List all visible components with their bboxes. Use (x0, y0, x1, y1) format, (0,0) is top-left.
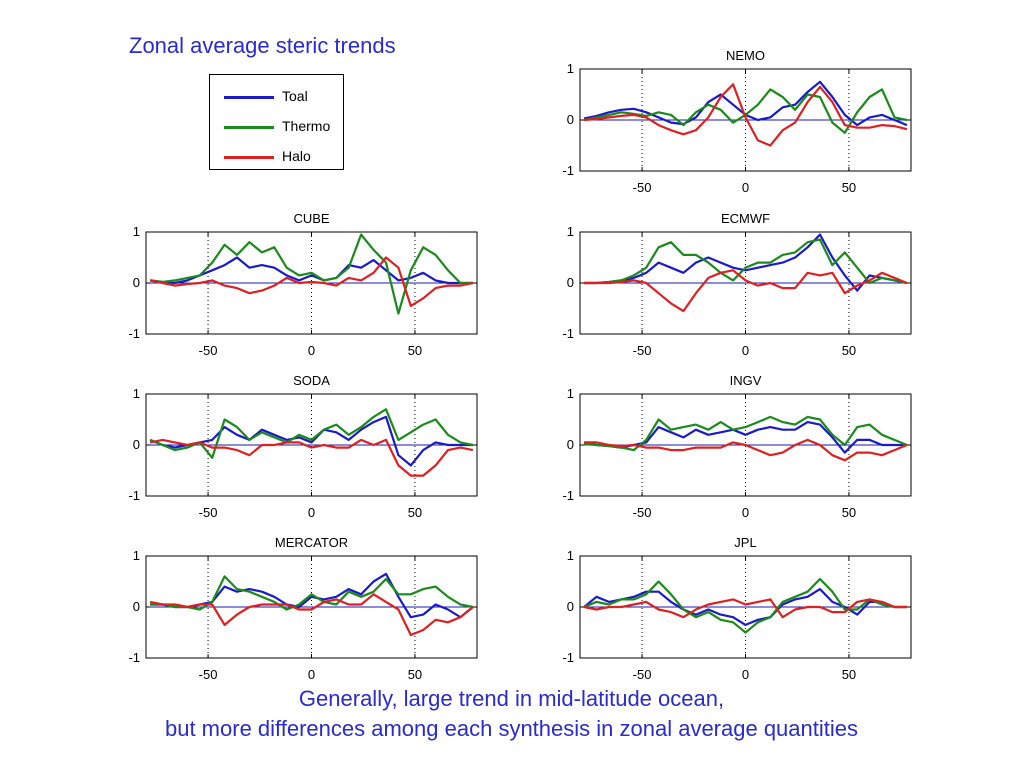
legend-label-halo: Halo (282, 148, 311, 164)
series-line-jpl-halo (583, 598, 907, 619)
y-tick-label-ingv-0: 0 (567, 437, 574, 452)
x-tick-label-mercator-0: 0 (308, 667, 315, 682)
y-tick-label-jpl-1: 1 (567, 548, 574, 563)
series-line-ecmwf-toal (584, 233, 908, 292)
x-tick-label-mercator-50: 50 (408, 667, 422, 682)
y-tick-label-cube--1: -1 (128, 326, 140, 341)
series-line-cube-halo (149, 256, 474, 307)
y-tick-label-jpl-0: 0 (567, 599, 574, 614)
chart-title-soda: SODA (293, 373, 330, 388)
slide-title: Zonal average steric trends (129, 33, 396, 58)
x-tick-label-ecmwf--50: -50 (633, 343, 652, 358)
chart-panel-cube: CUBE -50 0 50 -1 0 1 (128, 211, 478, 358)
x-tick-label-ingv-0: 0 (742, 505, 749, 520)
x-tick-label-jpl--50: -50 (633, 667, 652, 682)
chart-title-mercator: MERCATOR (275, 535, 348, 550)
y-tick-label-ingv-1: 1 (567, 386, 574, 401)
chart-title-ecmwf: ECMWF (721, 211, 770, 226)
series-line-soda-halo (149, 438, 474, 477)
x-tick-label-jpl-0: 0 (742, 667, 749, 682)
legend-swatch-toal (224, 96, 274, 99)
x-tick-label-nemo--50: -50 (633, 180, 652, 195)
x-tick-label-cube-50: 50 (408, 343, 422, 358)
y-tick-label-cube-1: 1 (133, 224, 140, 239)
x-tick-label-cube-0: 0 (308, 343, 315, 358)
x-tick-label-cube--50: -50 (199, 343, 218, 358)
x-tick-label-nemo-50: 50 (842, 180, 856, 195)
series-line-soda-thermo (149, 408, 474, 459)
series-line-cube-toal (149, 256, 473, 285)
slide-caption: Generally, large trend in mid-latitude o… (0, 684, 1023, 744)
legend-entry-thermo: Thermo (224, 117, 344, 137)
x-tick-label-soda--50: -50 (199, 505, 218, 520)
series-line-jpl-thermo (583, 577, 907, 634)
y-tick-label-cube-0: 0 (133, 275, 140, 290)
series-line-jpl-toal (583, 587, 907, 627)
x-tick-label-soda-0: 0 (308, 505, 315, 520)
x-tick-label-soda-50: 50 (408, 505, 422, 520)
legend-label-toal: Toal (282, 88, 308, 104)
y-tick-label-ecmwf--1: -1 (562, 326, 574, 341)
y-tick-label-ecmwf-0: 0 (567, 275, 574, 290)
y-tick-label-mercator-1: 1 (133, 548, 140, 563)
y-tick-label-mercator--1: -1 (128, 650, 140, 665)
chart-panel-jpl: JPL -50 0 50 -1 0 1 (562, 535, 912, 682)
chart-legend: Toal Thermo Halo (209, 74, 344, 170)
chart-title-ingv: INGV (730, 373, 762, 388)
y-tick-label-jpl--1: -1 (562, 650, 574, 665)
legend-label-thermo: Thermo (282, 118, 331, 134)
chart-title-cube: CUBE (293, 211, 329, 226)
y-tick-label-soda-1: 1 (133, 386, 140, 401)
series-line-ingv-halo (584, 438, 908, 462)
y-tick-label-nemo-0: 0 (567, 112, 574, 127)
caption-line-2: but more differences among each synthesi… (164, 716, 858, 741)
series-line-cube-thermo (149, 233, 473, 315)
legend-swatch-halo (224, 156, 274, 159)
y-tick-label-soda--1: -1 (128, 488, 140, 503)
chart-panel-mercator: MERCATOR -50 0 50 -1 0 1 (128, 535, 478, 682)
x-tick-label-nemo-0: 0 (742, 180, 749, 195)
chart-panel-ecmwf: ECMWF -50 0 50 -1 0 1 (562, 211, 912, 358)
legend-entry-toal: Toal (224, 87, 344, 107)
x-tick-label-jpl-50: 50 (842, 667, 856, 682)
y-tick-label-nemo-1: 1 (567, 61, 574, 76)
x-tick-label-ingv-50: 50 (842, 505, 856, 520)
y-tick-label-ecmwf-1: 1 (567, 224, 574, 239)
series-line-ingv-toal (583, 421, 907, 454)
x-tick-label-ingv--50: -50 (633, 505, 652, 520)
y-tick-label-nemo--1: -1 (562, 163, 574, 178)
series-line-soda-toal (149, 415, 473, 467)
x-tick-label-mercator--50: -50 (199, 667, 218, 682)
chart-title-nemo: NEMO (726, 48, 765, 63)
x-tick-label-ecmwf-0: 0 (742, 343, 749, 358)
legend-entry-halo: Halo (224, 147, 344, 167)
x-tick-label-ecmwf-50: 50 (842, 343, 856, 358)
series-line-ecmwf-thermo (584, 238, 908, 285)
series-line-mercator-thermo (150, 575, 474, 611)
series-line-nemo-halo (584, 83, 908, 147)
series-line-ecmwf-halo (584, 269, 908, 313)
y-tick-label-soda-0: 0 (133, 437, 140, 452)
caption-line-1: Generally, large trend in mid-latitude o… (298, 686, 725, 711)
chart-title-jpl: JPL (734, 535, 756, 550)
chart-panel-soda: SODA -50 0 50 -1 0 1 (128, 373, 478, 520)
y-tick-label-mercator-0: 0 (133, 599, 140, 614)
chart-panel-nemo: NEMO -50 0 50 -1 0 1 (562, 48, 912, 195)
series-line-mercator-halo (149, 593, 474, 637)
y-tick-label-ingv--1: -1 (562, 488, 574, 503)
chart-panel-ingv: INGV -50 0 50 -1 0 1 (562, 373, 912, 520)
legend-swatch-thermo (224, 126, 274, 129)
